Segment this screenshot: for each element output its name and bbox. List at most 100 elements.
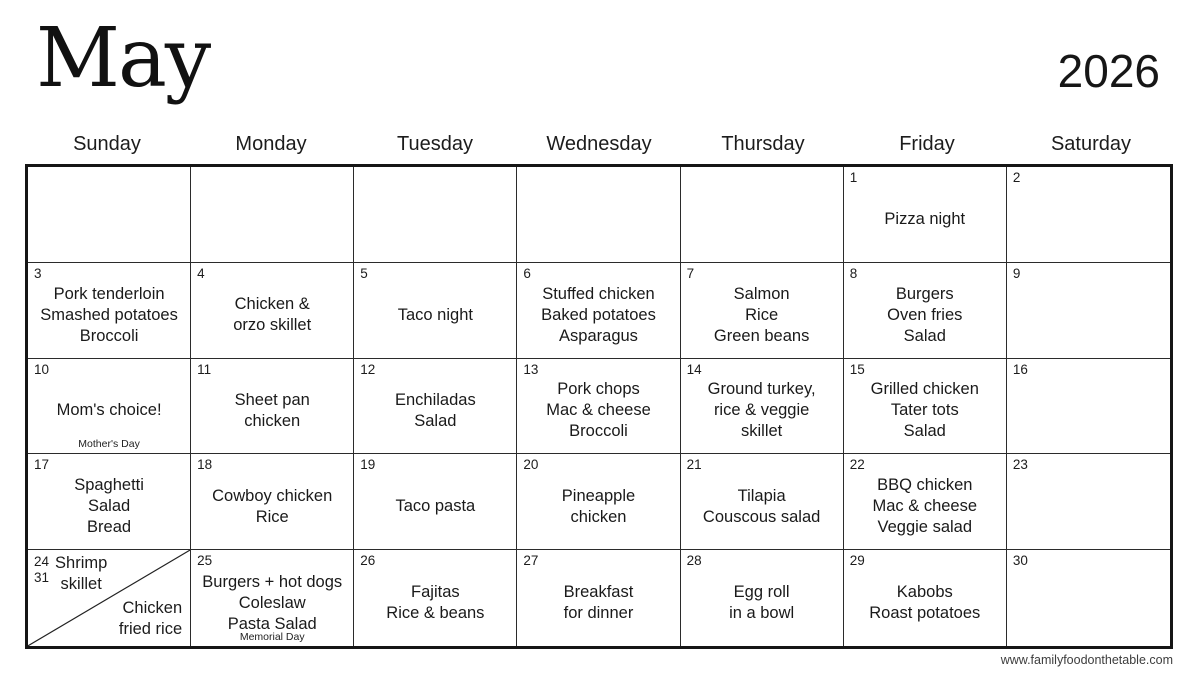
date-number: 5: [360, 265, 368, 281]
day-cell-6: 6 Stuffed chicken Baked potatoes Asparag…: [517, 262, 681, 359]
date-number: 13: [523, 361, 539, 377]
date-number: 22: [849, 457, 865, 473]
date-number: 11: [197, 361, 212, 377]
day-cell-5: 5 Taco night: [354, 262, 518, 359]
calendar-grid: 1 Pizza night 2 3 Pork tenderloin Smashe…: [25, 164, 1173, 649]
date-number: 29: [849, 553, 865, 569]
weekday-header-row: Sunday Monday Tuesday Wednesday Thursday…: [25, 130, 1173, 158]
meal-text: Pork chops Mac & cheese Broccoli: [546, 380, 651, 441]
website-url: www.familyfoodonthetable.com: [1000, 653, 1173, 667]
day-cell-17: 17 Spaghetti Salad Bread: [28, 454, 192, 551]
date-number: 25: [197, 553, 213, 569]
day-cell-27: 27 Breakfast for dinner: [517, 550, 681, 646]
date-number: 24: [34, 554, 50, 570]
meal-text: Enchiladas Salad: [394, 390, 476, 430]
meal-text: Grilled chicken Tater tots Salad: [870, 380, 979, 441]
day-cell-3: 3 Pork tenderloin Smashed potatoes Brocc…: [28, 262, 192, 359]
day-cell-20: 20 Pineapple chicken: [517, 454, 681, 551]
date-number: 7: [686, 265, 695, 281]
date-number: 8: [849, 265, 858, 281]
day-cell-21: 21 Tilapia Couscous salad: [680, 454, 844, 551]
date-number: 10: [34, 361, 50, 377]
day-cell-24-31-split: 24 Shrimp skillet 31 Chicken fried rice: [28, 550, 192, 646]
date-number: 18: [197, 457, 213, 473]
meal-text: Burgers + hot dogs Coleslaw Pasta Salad: [202, 572, 343, 633]
date-number: 19: [360, 457, 376, 473]
meal-text: Chicken fried rice: [118, 599, 183, 638]
day-cell-26: 26 Fajitas Rice & beans: [354, 550, 518, 646]
day-cell-empty: [191, 167, 355, 263]
date-number: 28: [686, 553, 702, 569]
meal-text: Tilapia Couscous salad: [702, 486, 821, 526]
date-number: 4: [197, 265, 205, 281]
day-cell-9: 9: [1006, 263, 1170, 359]
meal-text: Shrimp skillet: [55, 554, 108, 594]
year-label: 2026: [1057, 45, 1160, 97]
date-number: 9: [1012, 265, 1021, 281]
day-cell-23: 23: [1006, 454, 1170, 551]
meal-text: Spaghetti Salad Bread: [74, 476, 144, 537]
day-cell-11: 11 Sheet pan chicken: [191, 358, 355, 455]
meal-text: Fajitas Rice & beans: [386, 583, 485, 623]
meal-text: Pizza night: [884, 209, 966, 228]
day-cell-empty: [680, 167, 844, 263]
date-number: 6: [523, 265, 531, 281]
weekday-friday: Friday: [899, 133, 955, 155]
holiday-label: Mother's Day: [78, 438, 140, 451]
date-number: 23: [1012, 457, 1028, 473]
day-cell-22: 22 BBQ chicken Mac & cheese Veggie salad: [843, 454, 1007, 551]
date-number: 30: [1012, 553, 1028, 569]
day-cell-16: 16: [1006, 359, 1170, 455]
date-number: 21: [686, 457, 702, 473]
day-cell-29: 29 Kabobs Roast potatoes: [844, 550, 1007, 646]
day-cell-28: 28 Egg roll in a bowl: [681, 550, 844, 646]
day-cell-18: 18 Cowboy chicken Rice: [191, 454, 355, 551]
day-cell-empty: [28, 167, 192, 263]
diagonal-divider-line: [28, 550, 190, 646]
date-number: 12: [360, 361, 376, 377]
meal-text: Kabobs Roast potatoes: [869, 583, 981, 623]
date-number: 26: [360, 553, 376, 569]
day-cell-12: 12 Enchiladas Salad: [354, 358, 518, 455]
day-cell-14: 14 Ground turkey, rice & veggie skillet: [680, 358, 844, 455]
day-cell-empty: [517, 167, 681, 263]
date-number: 1: [849, 170, 858, 185]
meal-text: Burgers Oven fries Salad: [887, 284, 963, 345]
date-number: 31: [34, 570, 50, 586]
day-cell-7: 7 Salmon Rice Green beans: [680, 262, 844, 359]
meal-text: Pineapple chicken: [561, 486, 636, 526]
weekday-saturday: Saturday: [1050, 133, 1132, 155]
day-cell-13: 13 Pork chops Mac & cheese Broccoli: [517, 358, 681, 455]
date-number: 17: [34, 457, 50, 473]
weekday-wednesday: Wednesday: [546, 133, 652, 155]
day-cell-1: 1 Pizza night: [843, 167, 1007, 263]
meal-text: Pork tenderloin Smashed potatoes Broccol…: [40, 284, 178, 345]
day-cell-10: 10 Mom's choice! Mother's Day: [28, 358, 192, 455]
day-cell-empty: [354, 167, 518, 263]
weekday-monday: Monday: [235, 133, 307, 155]
day-cell-2: 2: [1006, 167, 1170, 263]
meal-text: Egg roll in a bowl: [729, 583, 795, 623]
meal-text: Chicken & orzo skillet: [233, 295, 312, 335]
holiday-label: Memorial Day: [239, 631, 305, 643]
date-number: 16: [1012, 361, 1028, 377]
date-number: 27: [523, 553, 539, 569]
meal-text: BBQ chicken Mac & cheese Veggie salad: [872, 476, 978, 537]
date-number: 20: [523, 457, 539, 473]
day-cell-30: 30: [1007, 550, 1170, 646]
day-cell-4: 4 Chicken & orzo skillet: [191, 262, 355, 359]
weekday-tuesday: Tuesday: [397, 133, 473, 155]
meal-text: Stuffed chicken Baked potatoes Asparagus: [541, 284, 656, 345]
date-number: 3: [34, 265, 42, 281]
day-cell-8: 8 Burgers Oven fries Salad: [843, 262, 1007, 359]
weekday-thursday: Thursday: [721, 133, 805, 155]
day-cell-19: 19 Taco pasta: [354, 454, 518, 551]
meal-text: Cowboy chicken Rice: [212, 486, 333, 526]
meal-text: Taco pasta: [395, 497, 476, 516]
meal-text: Salmon Rice Green beans: [713, 284, 810, 345]
date-number: 15: [849, 361, 865, 377]
weekday-sunday: Sunday: [73, 133, 141, 155]
meal-text: Sheet pan chicken: [234, 390, 310, 430]
date-number: 2: [1012, 170, 1021, 185]
